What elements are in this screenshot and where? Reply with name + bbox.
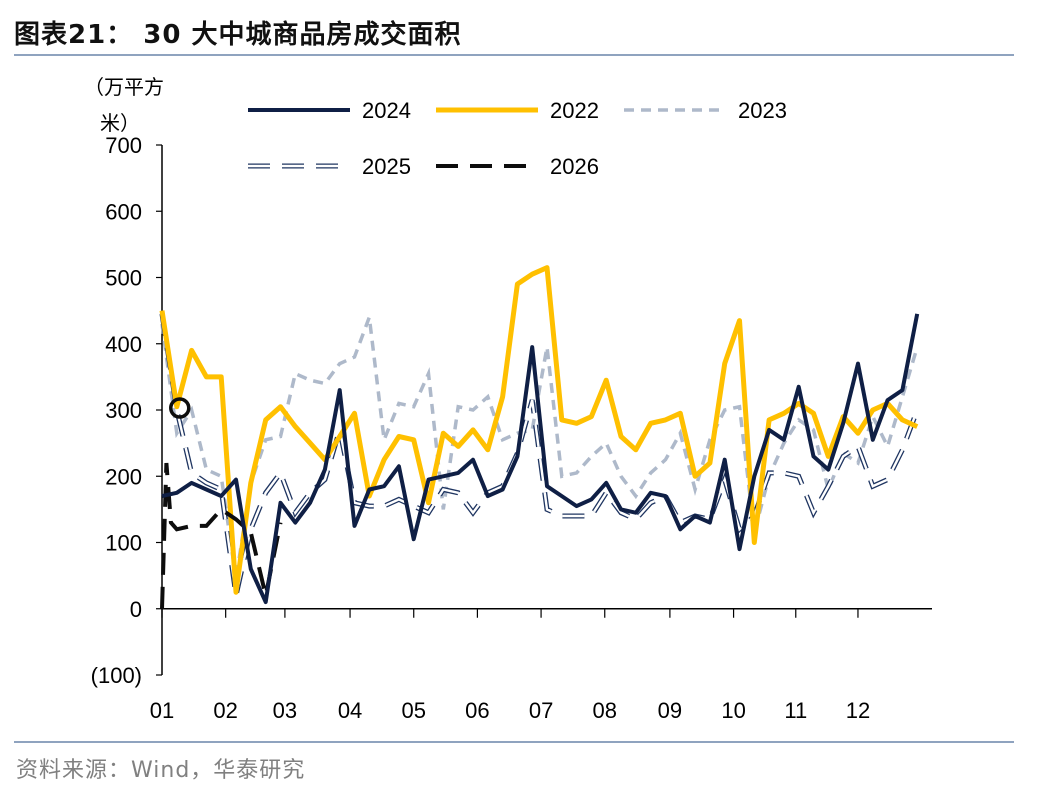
series-2024-line (161, 313, 920, 605)
x-tick-label: 10 (721, 698, 745, 723)
y-tick-label: 500 (105, 266, 142, 291)
chart-title: 图表21： 30 大中城商品房成交面积 (14, 20, 462, 50)
source-note: 资料来源：Wind，华泰研究 (16, 758, 306, 783)
highlight-marker (169, 397, 191, 419)
x-tick-label: 11 (784, 698, 807, 723)
y-unit-label-line1: （万平方 (84, 75, 164, 99)
legend-label-2023: 2023 (738, 98, 787, 123)
x-tick-label: 06 (465, 698, 489, 723)
legend: 2024 2022 2023 2025 2026 (248, 98, 787, 179)
y-unit-label-line2: 米） (100, 111, 140, 135)
x-tick-label: 07 (529, 698, 553, 723)
y-tick-label: 400 (105, 332, 142, 357)
x-tick-label: 01 (150, 698, 174, 723)
y-tick-label: 200 (105, 464, 142, 489)
bottom-divider (14, 741, 1014, 743)
series-2023-line (160, 316, 919, 580)
y-tick-label: 600 (105, 199, 142, 224)
legend-label-2026: 2026 (550, 154, 599, 179)
line-chart: （万平方 米） 700 600 500 400 300 200 100 0 (100) 01 02 0… (84, 75, 932, 723)
legend-label-2022: 2022 (550, 98, 599, 123)
y-tick-label: 300 (105, 398, 142, 423)
x-tick-label: 08 (593, 698, 617, 723)
axes: 700 600 500 400 300 200 100 0 (100) 01 02 03 04 05 06 0… (91, 133, 932, 723)
y-tick-label: 0 (130, 597, 142, 622)
top-divider (14, 54, 1014, 56)
x-tick-label: 12 (846, 698, 870, 723)
y-tick-label: (100) (91, 663, 142, 688)
series-layer (159, 265, 920, 609)
series-2026-line (160, 462, 283, 609)
x-tick-label: 04 (338, 698, 362, 723)
x-tick-label: 05 (401, 698, 425, 723)
x-tick-label: 09 (658, 698, 682, 723)
x-tick-label: 03 (273, 698, 297, 723)
y-tick-label: 700 (105, 133, 142, 158)
legend-label-2024: 2024 (362, 98, 411, 123)
x-tick-label: 02 (213, 698, 237, 723)
series-2025-line-inner (160, 313, 919, 596)
legend-label-2025: 2025 (362, 154, 411, 179)
y-tick-label: 100 (105, 531, 142, 556)
